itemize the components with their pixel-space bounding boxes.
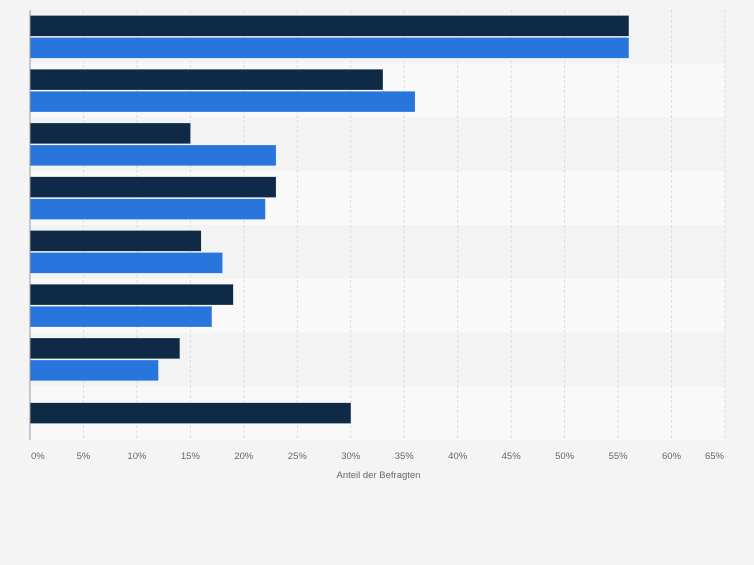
- x-tick-label: 25%: [288, 451, 308, 462]
- x-tick-label: 30%: [341, 451, 361, 462]
- bar-series2: [30, 37, 629, 59]
- x-tick-label: 55%: [609, 451, 629, 462]
- bar-series1: [30, 338, 180, 359]
- bar-series1: [30, 284, 234, 305]
- x-tick-label: 65%: [705, 451, 725, 462]
- bar-series2: [30, 91, 415, 112]
- bar-series1: [30, 123, 191, 144]
- x-tick-label: 35%: [395, 451, 415, 462]
- x-tick-label: 20%: [234, 451, 254, 462]
- x-tick-label: 15%: [181, 451, 201, 462]
- x-axis-label: Anteil der Befragten: [337, 470, 421, 481]
- bar-series1: [30, 176, 276, 198]
- x-tick-label: 0%: [31, 451, 45, 462]
- x-tick-label: 40%: [448, 451, 468, 462]
- bar-series2: [30, 360, 159, 381]
- bar-series1: [30, 15, 629, 37]
- bars: [30, 15, 629, 424]
- x-tick-label: 50%: [555, 451, 575, 462]
- bar-series1: [30, 402, 351, 424]
- bar-series2: [30, 306, 212, 327]
- x-tick-label: 5%: [77, 451, 91, 462]
- x-tick-label: 45%: [502, 451, 522, 462]
- bar-series1: [30, 230, 202, 252]
- bar-series2: [30, 198, 266, 220]
- bar-series2: [30, 252, 223, 274]
- bar-series2: [30, 145, 276, 166]
- x-tick-label: 60%: [662, 451, 682, 462]
- row-bands: [30, 10, 725, 440]
- x-tick-label: 10%: [127, 451, 147, 462]
- bar-series1: [30, 69, 383, 90]
- x-tick-labels: 0% 5% 10% 15% 20% 25% 30% 35% 40% 45% 50% 55% 60% 65%: [31, 451, 725, 462]
